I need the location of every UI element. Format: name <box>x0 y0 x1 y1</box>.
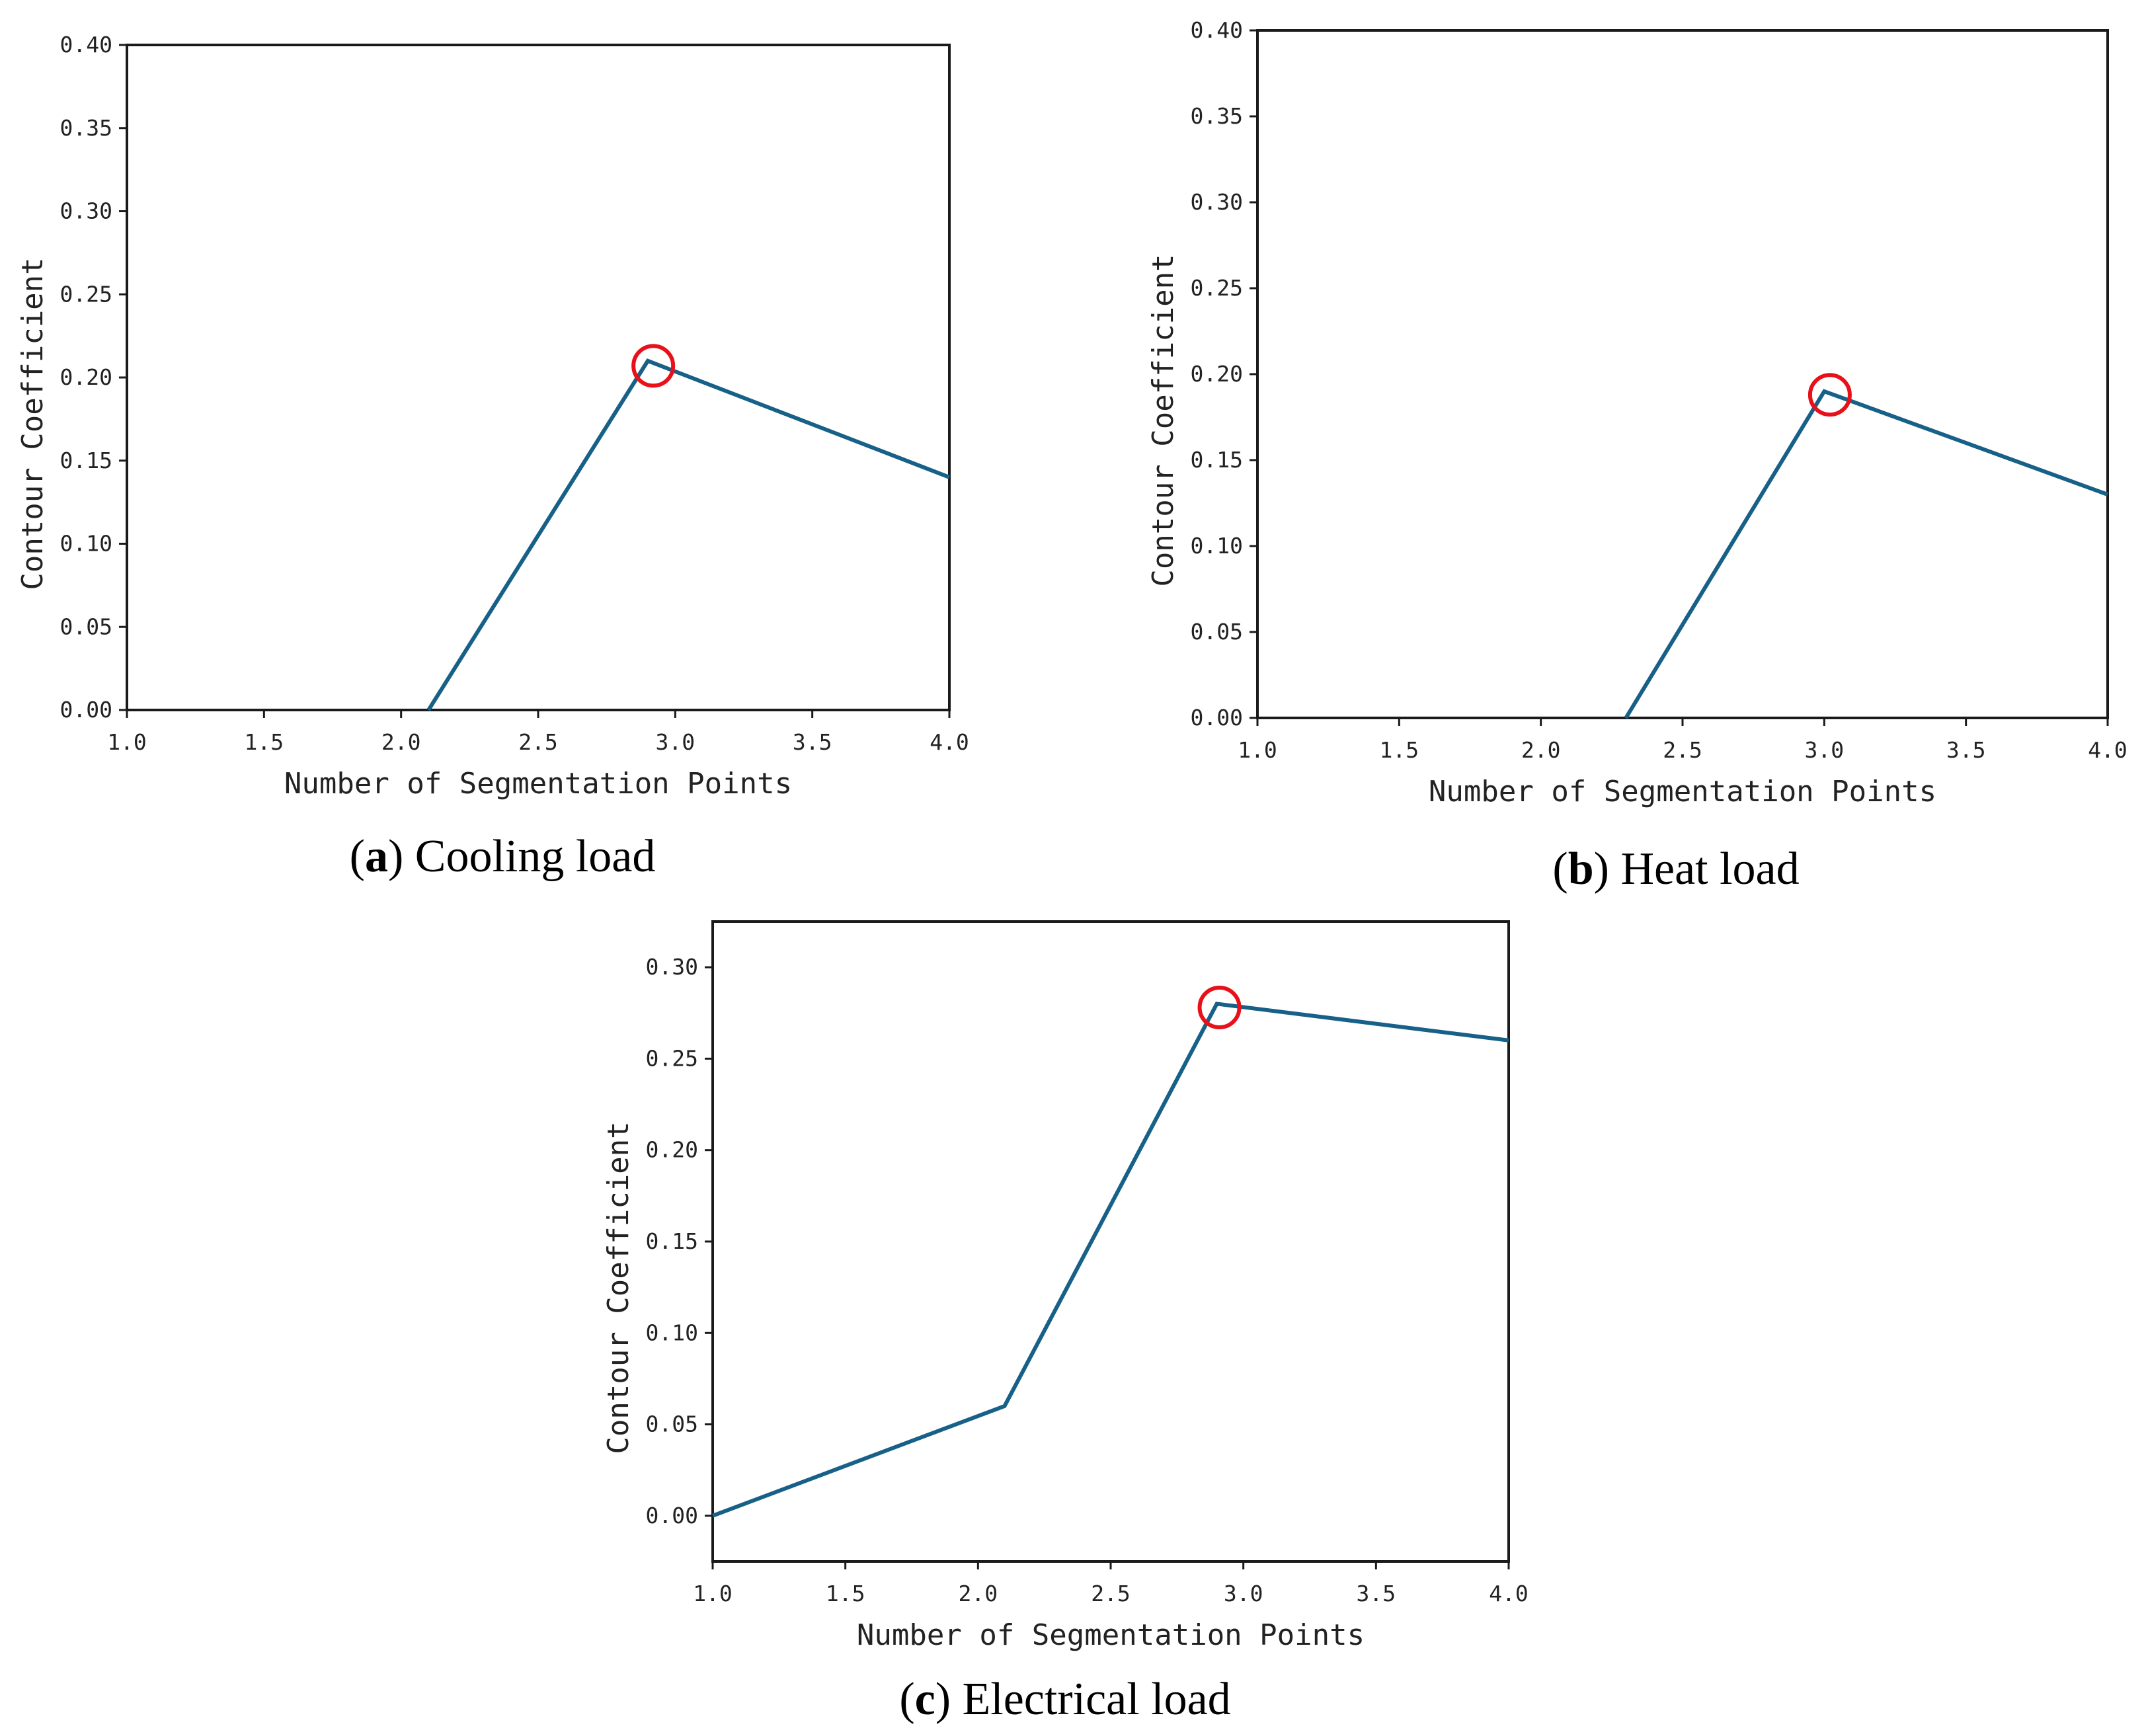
y-tick-label: 0.40 <box>1191 17 1243 43</box>
x-tick-label: 3.0 <box>1224 1581 1263 1606</box>
x-tick-label: 4.0 <box>1489 1581 1529 1606</box>
y-tick-label: 0.20 <box>1191 361 1243 387</box>
x-tick-label: 1.5 <box>245 729 284 755</box>
x-tick-label: 2.5 <box>518 729 558 755</box>
series-line <box>1624 389 2109 719</box>
x-axis-label: Number of Segmentation Points <box>857 1618 1365 1652</box>
y-axis-label: Contour Coefficient <box>602 1121 635 1454</box>
y-tick-label: 0.15 <box>60 448 112 473</box>
optimum-highlight-marker <box>1197 985 1242 1029</box>
optimum-highlight-marker <box>631 344 676 388</box>
x-tick-label: 1.0 <box>693 1581 733 1606</box>
y-tick-label: 0.15 <box>646 1228 698 1254</box>
optimum-highlight-marker <box>1808 373 1852 417</box>
x-tick-label: 4.0 <box>2088 737 2127 763</box>
x-tick-label: 1.0 <box>1238 737 1277 763</box>
x-tick-label: 3.5 <box>1946 737 1986 763</box>
panel-caption-text: Heat load <box>1620 844 1799 894</box>
y-tick-label: 0.30 <box>60 198 112 224</box>
y-tick-label: 0.00 <box>60 697 112 723</box>
x-tick-label: 2.0 <box>381 729 421 755</box>
panel-caption-text: Cooling load <box>415 831 656 882</box>
y-tick-label: 0.10 <box>1191 533 1243 559</box>
x-axis-label: Number of Segmentation Points <box>284 767 792 801</box>
x-tick-label: 2.0 <box>1521 737 1561 763</box>
y-tick-label: 0.35 <box>60 115 112 141</box>
series-line <box>711 1002 1509 1518</box>
x-tick-label: 1.0 <box>107 729 147 755</box>
y-tick-label: 0.25 <box>60 281 112 307</box>
x-tick-label: 1.5 <box>1380 737 1419 763</box>
series-line <box>426 358 951 711</box>
y-tick-label: 0.35 <box>1191 103 1243 129</box>
x-tick-label: 4.0 <box>930 729 969 755</box>
x-tick-label: 3.5 <box>1357 1581 1396 1606</box>
x-tick-label: 3.0 <box>656 729 695 755</box>
chart-panel-a: 0.00 0.05 0.10 0.15 0.20 0.25 0.30 0.35 0.40 1.0 1… <box>16 32 969 882</box>
panel-caption-letter: a <box>365 831 388 882</box>
y-tick-label: 0.00 <box>1191 705 1243 730</box>
x-tick-label: 2.5 <box>1091 1581 1131 1606</box>
y-tick-label: 0.10 <box>646 1320 698 1345</box>
x-axis-label: Number of Segmentation Points <box>1429 775 1936 809</box>
chart-panel-c: 0.00 0.05 0.10 0.15 0.20 0.25 0.30 1.0 1.5 2.0 2.5… <box>602 920 1529 1725</box>
plot-frame <box>711 920 1510 1563</box>
panel-caption-text: Electrical load <box>963 1674 1231 1725</box>
x-tick-label: 2.5 <box>1663 737 1702 763</box>
panel-caption-letter: b <box>1568 844 1594 894</box>
panel-caption: (b) Heat load <box>1552 844 1799 894</box>
panel-caption-letter: c <box>915 1674 935 1725</box>
y-tick-label: 0.40 <box>60 32 112 58</box>
y-tick-label: 0.30 <box>646 954 698 980</box>
y-tick-label: 0.05 <box>60 613 112 639</box>
y-tick-label: 0.25 <box>646 1045 698 1071</box>
y-tick-label: 0.25 <box>1191 275 1243 301</box>
y-tick-label: 0.10 <box>60 531 112 557</box>
y-tick-label: 0.05 <box>646 1411 698 1437</box>
chart-panel-b: 0.00 0.05 0.10 0.15 0.20 0.25 0.30 0.35 0.40 1.0 1… <box>1146 17 2127 894</box>
panel-caption: (c) Electrical load <box>899 1674 1230 1725</box>
plot-frame <box>1256 29 2109 719</box>
panel-caption: (a) Cooling load <box>350 831 656 882</box>
y-tick-label: 0.00 <box>646 1503 698 1528</box>
plot-frame <box>126 44 951 711</box>
x-tick-label: 1.5 <box>826 1581 865 1606</box>
y-tick-label: 0.15 <box>1191 447 1243 473</box>
y-axis-label: Contour Coefficient <box>1146 254 1180 586</box>
x-tick-label: 3.5 <box>793 729 832 755</box>
x-tick-label: 3.0 <box>1805 737 1845 763</box>
y-tick-label: 0.05 <box>1191 619 1243 645</box>
y-tick-label: 0.20 <box>60 364 112 390</box>
x-tick-label: 2.0 <box>959 1581 998 1606</box>
y-tick-label: 0.30 <box>1191 189 1243 215</box>
y-tick-label: 0.20 <box>646 1137 698 1163</box>
y-axis-label: Contour Coefficient <box>16 257 50 590</box>
